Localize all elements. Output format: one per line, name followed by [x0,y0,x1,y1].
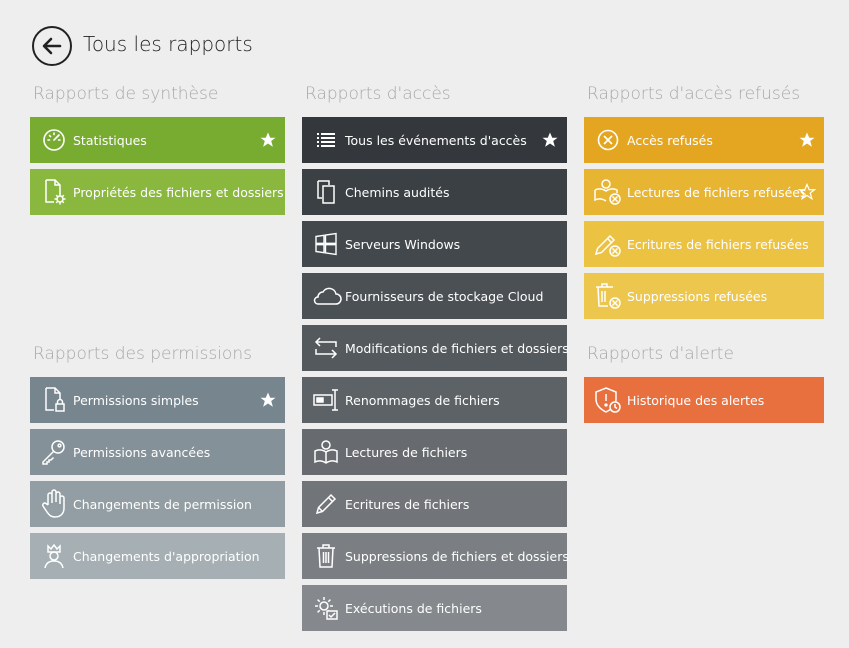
tile-chemins-audites[interactable]: Chemins audités [302,169,567,215]
trash-icon [308,533,344,579]
section-title-acces: Rapports d'accès [305,84,451,104]
tile-label: Suppressions refusées [627,288,768,304]
tile-historique-alertes[interactable]: Historique des alertes [584,377,824,423]
list-icon [308,117,344,163]
tile-label: Ecritures de fichiers [345,496,470,512]
tile-executions[interactable]: Exécutions de fichiers [302,585,567,631]
key-icon [36,429,72,475]
tile-statistiques[interactable]: Statistiques [30,117,285,163]
arrow-left-icon [42,37,62,55]
tile-fournisseurs-cloud[interactable]: Fournisseurs de stockage Cloud [302,273,567,319]
tile-label: Tous les événements d'accès [345,132,527,148]
shield-alert-icon [590,377,626,423]
file-lock-icon [36,377,72,423]
tile-label: Modifications de fichiers et dossiers [345,340,569,356]
rename-icon [308,377,344,423]
tile-label: Historique des alertes [627,392,765,408]
favorite-star-icon[interactable] [540,130,560,150]
tile-label: Changements d'appropriation [73,548,260,564]
copy-icon [308,169,344,215]
book-x-icon [590,169,626,215]
tile-changements-appropriation[interactable]: Changements d'appropriation [30,533,285,579]
tile-lectures[interactable]: Lectures de fichiers [302,429,567,475]
trash-x-icon [590,273,626,319]
tile-acces-refuses[interactable]: Accès refusés [584,117,824,163]
tile-suppressions[interactable]: Suppressions de fichiers et dossiers [302,533,569,579]
tile-label: Permissions simples [73,392,199,408]
pencil-icon [308,481,344,527]
section-title-alerte: Rapports d'alerte [587,344,734,364]
tile-label: Lectures de fichiers [345,444,468,460]
swap-icon [308,325,344,371]
person-crown-icon [36,533,72,579]
tile-serveurs-windows[interactable]: Serveurs Windows [302,221,567,267]
favorite-star-outline-icon[interactable] [797,182,817,202]
circle-x-icon [590,117,626,163]
tile-suppressions-refusees[interactable]: Suppressions refusées [584,273,824,319]
tile-label: Renommages de fichiers [345,392,500,408]
tile-label: Exécutions de fichiers [345,600,482,616]
favorite-star-icon[interactable] [258,390,278,410]
tile-lectures-refusees[interactable]: Lectures de fichiers refusées [584,169,824,215]
tile-label: Ecritures de fichiers refusées [627,236,809,252]
tile-label: Fournisseurs de stockage Cloud [345,288,544,304]
hand-icon [36,481,72,527]
back-button[interactable] [32,26,72,66]
section-title-permissions: Rapports des permissions [33,344,252,364]
tile-label: Chemins audités [345,184,450,200]
tile-label: Accès refusés [627,132,713,148]
tile-modifications[interactable]: Modifications de fichiers et dossiers [302,325,569,371]
tile-label: Suppressions de fichiers et dossiers [345,548,569,564]
tile-permissions-simples[interactable]: Permissions simples [30,377,285,423]
tile-renommages[interactable]: Renommages de fichiers [302,377,567,423]
tile-tous-evenements[interactable]: Tous les événements d'accès [302,117,567,163]
book-icon [308,429,344,475]
tile-label: Statistiques [73,132,147,148]
file-gear-icon [36,169,72,215]
favorite-star-icon[interactable] [797,130,817,150]
cloud-icon [308,273,344,319]
favorite-star-icon[interactable] [258,130,278,150]
pencil-x-icon [590,221,626,267]
tile-changements-permission[interactable]: Changements de permission [30,481,285,527]
gear-check-icon [308,585,344,631]
tile-ecritures[interactable]: Ecritures de fichiers [302,481,567,527]
tile-ecritures-refusees[interactable]: Ecritures de fichiers refusées [584,221,824,267]
tile-label: Lectures de fichiers refusées [627,184,807,200]
tile-label: Propriétés des fichiers et dossiers [73,184,284,200]
page-title: Tous les rapports [83,32,253,56]
tile-permissions-avancees[interactable]: Permissions avancées [30,429,285,475]
windows-icon [308,221,344,267]
tile-label: Changements de permission [73,496,252,512]
tile-proprietes-fichiers[interactable]: Propriétés des fichiers et dossiers [30,169,285,215]
tile-label: Serveurs Windows [345,236,461,252]
gauge-icon [36,117,72,163]
tile-label: Permissions avancées [73,444,211,460]
section-title-synthese: Rapports de synthèse [33,84,219,104]
section-title-refuses: Rapports d'accès refusés [587,84,801,104]
